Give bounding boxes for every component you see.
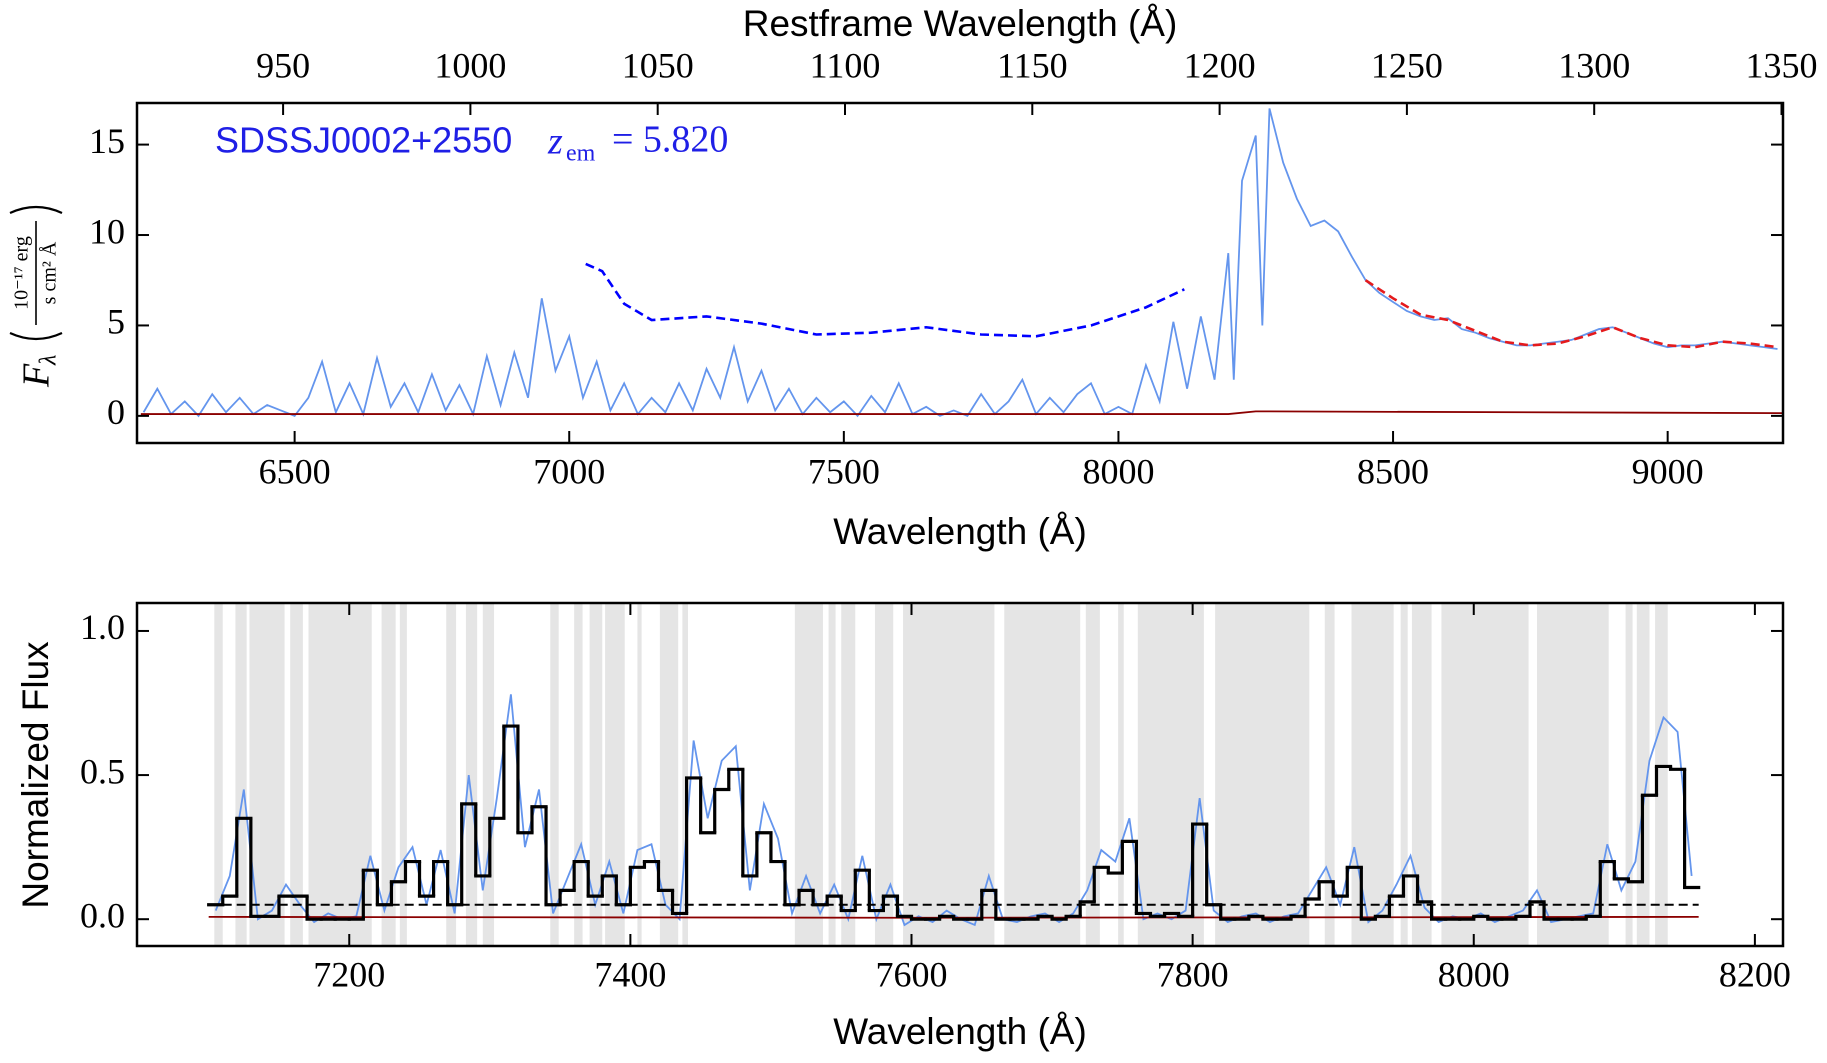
x2-axis-label: Restframe Wavelength (Å) [743, 3, 1178, 44]
y-tick-label: 15 [89, 121, 125, 161]
annotation-z-value: = 5.820 [612, 119, 728, 161]
masked-region [482, 603, 495, 946]
x2-tick-label: 1250 [1371, 45, 1443, 85]
y-tick-label: 0.5 [80, 751, 125, 791]
x2-tick-label: 1200 [1184, 45, 1256, 85]
masked-region [1625, 603, 1633, 946]
y-tick-label: 5 [107, 302, 125, 342]
masked-region [214, 603, 223, 946]
masked-region [1441, 603, 1529, 946]
unit-numerator: 10⁻¹⁷ erg [11, 236, 33, 310]
masked-region [1411, 603, 1432, 946]
masked-region [308, 603, 372, 946]
y-label-subscript: λ [36, 355, 62, 366]
axes-frame [135, 101, 1785, 445]
masked-region [446, 603, 457, 946]
masked-region [874, 603, 894, 946]
x2-tick-label: 1000 [434, 45, 506, 85]
masked-region [550, 603, 559, 946]
x-tick-label: 7400 [594, 954, 666, 994]
x2-tick-label: 1100 [810, 45, 881, 85]
masked-region [290, 603, 303, 946]
x2-tick-label: 1300 [1558, 45, 1630, 85]
axes-frame [135, 601, 1785, 948]
x-axis-label: Wavelength (Å) [833, 1011, 1087, 1052]
y-tick-label: 10 [89, 211, 125, 251]
masked-region [465, 603, 478, 946]
paren [9, 205, 63, 341]
masked-region [399, 603, 407, 946]
masked-region [235, 603, 247, 946]
x-axis-label: Wavelength (Å) [833, 511, 1087, 552]
masked-region [589, 603, 603, 946]
masked-region [1215, 603, 1310, 946]
masked-region [1118, 603, 1124, 946]
x-tick-label: 8000 [1438, 954, 1510, 994]
y-label-symbol: F [16, 363, 58, 388]
annotation-z: z [547, 121, 563, 163]
x-tick-label: 9000 [1632, 451, 1704, 491]
series-line [140, 410, 1783, 415]
annotation-z-sub: em [566, 141, 596, 167]
x-tick-label: 8500 [1357, 451, 1429, 491]
masked-region [903, 603, 995, 946]
annotation-name: SDSSJ0002+2550 [215, 120, 512, 161]
masked-region [1085, 603, 1100, 946]
x-tick-label: 7600 [876, 954, 948, 994]
masked-region [1004, 603, 1081, 946]
plot-area [140, 108, 1783, 418]
masked-region [637, 603, 642, 946]
plot-area [207, 603, 1701, 946]
masked-region [381, 603, 396, 946]
masked-region [659, 603, 679, 946]
x-tick-label: 7200 [313, 954, 385, 994]
x-tick-label: 8200 [1719, 954, 1791, 994]
x-tick-label: 7000 [533, 451, 605, 491]
y-tick-label: 0 [107, 392, 125, 432]
masked-region [1636, 603, 1650, 946]
y-tick-label: 0.0 [80, 895, 125, 935]
masked-region [841, 603, 856, 946]
y-axis-label: Normalized Flux [15, 641, 56, 909]
x-tick-label: 7500 [808, 451, 880, 491]
masked-region [1655, 603, 1668, 946]
masked-region [828, 603, 836, 946]
x-tick-label: 6500 [259, 451, 331, 491]
unit-denominator: s cm² Å [39, 241, 61, 304]
masked-region [1537, 603, 1609, 946]
y-axis-label: F λ 10⁻¹⁷ erg s cm² Å [9, 205, 63, 388]
masked-region [1400, 603, 1408, 946]
x-tick-label: 8000 [1082, 451, 1154, 491]
masked-region [1324, 603, 1335, 946]
x2-tick-label: 1050 [622, 45, 694, 85]
series-line [1364, 279, 1778, 349]
x-tick-label: 7800 [1157, 954, 1229, 994]
x2-tick-label: 950 [256, 45, 310, 85]
masked-region [574, 603, 583, 946]
masked-region [1351, 603, 1394, 946]
masked-region [605, 603, 625, 946]
series-line [585, 262, 1185, 338]
masked-region [682, 603, 689, 946]
y-tick-label: 1.0 [80, 607, 125, 647]
x2-tick-label: 1150 [997, 45, 1068, 85]
series-line [142, 108, 1778, 418]
x2-tick-label: 1350 [1746, 45, 1818, 85]
